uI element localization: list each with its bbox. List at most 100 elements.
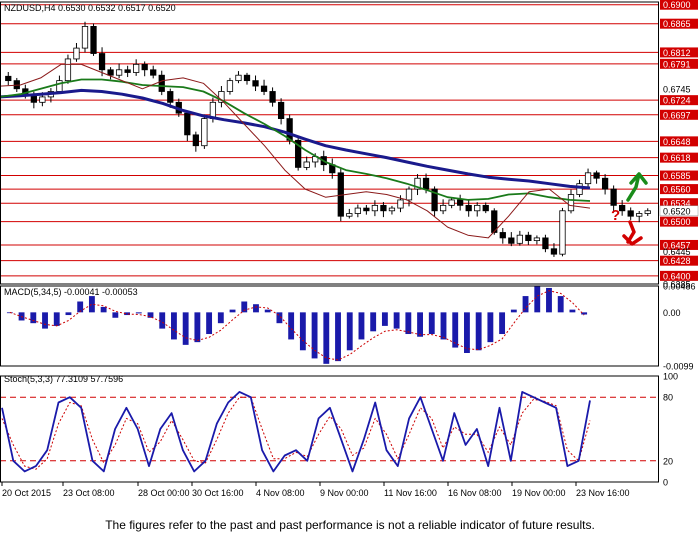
macd-histogram-bar bbox=[534, 286, 541, 313]
arrow-down-icon bbox=[622, 220, 643, 246]
panel-frame bbox=[0, 285, 659, 367]
macd-histogram-bar bbox=[299, 312, 306, 351]
price-level-label: 0.6400 bbox=[663, 271, 691, 281]
candle-body bbox=[158, 74, 165, 92]
price-level-tag bbox=[660, 95, 698, 106]
candle-body bbox=[5, 75, 12, 82]
candle-body bbox=[277, 101, 285, 119]
macd-histogram-bar bbox=[358, 312, 365, 340]
candle-body bbox=[73, 47, 80, 60]
macd-histogram-bar bbox=[393, 312, 400, 329]
price-level-label: 0.6585 bbox=[663, 171, 691, 181]
time-label: 30 Oct 16:00 bbox=[192, 488, 244, 498]
macd-histogram-bar bbox=[475, 312, 482, 351]
candle-body bbox=[576, 183, 583, 195]
current-price-tag bbox=[659, 205, 699, 217]
macd-histogram-bar bbox=[569, 309, 576, 313]
stoch-axis-label: 80 bbox=[663, 393, 673, 403]
stochastic-panel: 100 80 20 0 bbox=[0, 372, 678, 488]
candle-body bbox=[295, 139, 302, 168]
macd-axis-label: -0.0099 bbox=[663, 362, 694, 372]
macd-histogram-bar bbox=[323, 312, 330, 364]
candle-body bbox=[644, 210, 651, 214]
price-level-tag bbox=[660, 270, 698, 281]
price-level-tag bbox=[660, 170, 698, 181]
candle-body bbox=[431, 188, 438, 212]
candle-body bbox=[542, 237, 549, 250]
candle-body bbox=[192, 134, 199, 147]
macd-histogram-bar bbox=[581, 312, 588, 315]
macd-histogram-bar bbox=[346, 312, 353, 351]
macd-signal-line bbox=[9, 290, 585, 361]
price-level-tag bbox=[660, 136, 698, 147]
macd-histogram-bar bbox=[417, 312, 423, 337]
time-axis: 20 Oct 2015 23 Oct 08:00 28 Oct 00:00 30 Oc… bbox=[1, 482, 630, 498]
macd-histogram-bar bbox=[112, 312, 119, 318]
price-level-label: 0.6900 bbox=[663, 0, 691, 10]
candle-body bbox=[610, 188, 617, 206]
price-level-label: 0.6618 bbox=[663, 153, 691, 163]
macd-histogram-bar bbox=[147, 312, 154, 318]
macd-axis-label: 0.00486 bbox=[663, 282, 696, 292]
candle-body bbox=[64, 58, 72, 82]
price-level-label: 0.6865 bbox=[663, 19, 691, 29]
candle-body bbox=[584, 172, 592, 185]
time-label: 9 Nov 00:00 bbox=[320, 488, 369, 498]
panel-frame bbox=[0, 375, 659, 483]
candle-body bbox=[601, 177, 609, 190]
macd-histogram-bar bbox=[171, 312, 177, 340]
candle-body bbox=[201, 118, 208, 147]
panel-frame bbox=[0, 1, 659, 285]
price-axis-label: 0.6385 bbox=[663, 280, 691, 290]
time-label: 23 Oct 08:00 bbox=[63, 488, 115, 498]
macd-histogram-bar bbox=[335, 312, 341, 362]
candle-body bbox=[243, 74, 251, 82]
candle-body bbox=[636, 213, 643, 217]
ma-mid-line bbox=[0, 78, 591, 202]
macd-histogram-bar bbox=[53, 312, 60, 326]
time-label: 20 Oct 2015 bbox=[2, 488, 51, 498]
candle-body bbox=[167, 91, 174, 103]
candle-body bbox=[567, 194, 575, 212]
price-level-label: 0.6697 bbox=[663, 110, 691, 120]
candle-body bbox=[414, 177, 421, 190]
candle-body bbox=[474, 204, 481, 212]
stoch-axis-label: 20 bbox=[663, 456, 673, 466]
macd-histogram-bar bbox=[546, 287, 552, 313]
macd-histogram-bar bbox=[499, 312, 506, 335]
candle-body bbox=[124, 69, 131, 73]
macd-histogram-bar bbox=[65, 312, 72, 316]
price-level-label: 0.6428 bbox=[663, 256, 691, 266]
macd-histogram-bar bbox=[276, 312, 283, 324]
candle-body bbox=[133, 63, 140, 73]
candle-body bbox=[269, 91, 276, 103]
price-level-tag bbox=[660, 47, 698, 58]
price-level-tag bbox=[660, 58, 698, 69]
candle-body bbox=[405, 188, 413, 201]
price-level-label: 0.6812 bbox=[663, 48, 691, 58]
candle-body bbox=[627, 210, 634, 217]
arrow-up-icon bbox=[626, 172, 648, 202]
main-title: NZDUSD,H4 0.6530 0.6532 0.6517 0.6520 bbox=[4, 3, 176, 13]
candle-body bbox=[380, 204, 387, 212]
stoch-title: Stoch(5,3,3) 77.3109 57.7596 bbox=[4, 374, 123, 384]
candle-body bbox=[593, 172, 600, 179]
macd-histogram-bar bbox=[182, 312, 189, 345]
candle-body bbox=[371, 204, 379, 212]
current-price-label: 0.6520 bbox=[663, 206, 691, 216]
candle-body bbox=[56, 80, 63, 92]
macd-histogram-bar bbox=[522, 296, 529, 313]
candle-body bbox=[439, 204, 447, 212]
time-label: 16 Nov 08:00 bbox=[448, 488, 502, 498]
time-label: 4 Nov 08:00 bbox=[256, 488, 305, 498]
candle-body bbox=[482, 204, 489, 212]
stoch-axis-label: 0 bbox=[663, 478, 668, 488]
macd-histogram-bar bbox=[88, 296, 95, 313]
time-label: 19 Nov 00:00 bbox=[512, 488, 566, 498]
macd-histogram-bar bbox=[217, 312, 224, 324]
macd-histogram-bar bbox=[440, 312, 447, 340]
time-label: 11 Nov 16:00 bbox=[384, 488, 437, 498]
candle-body bbox=[422, 177, 430, 190]
